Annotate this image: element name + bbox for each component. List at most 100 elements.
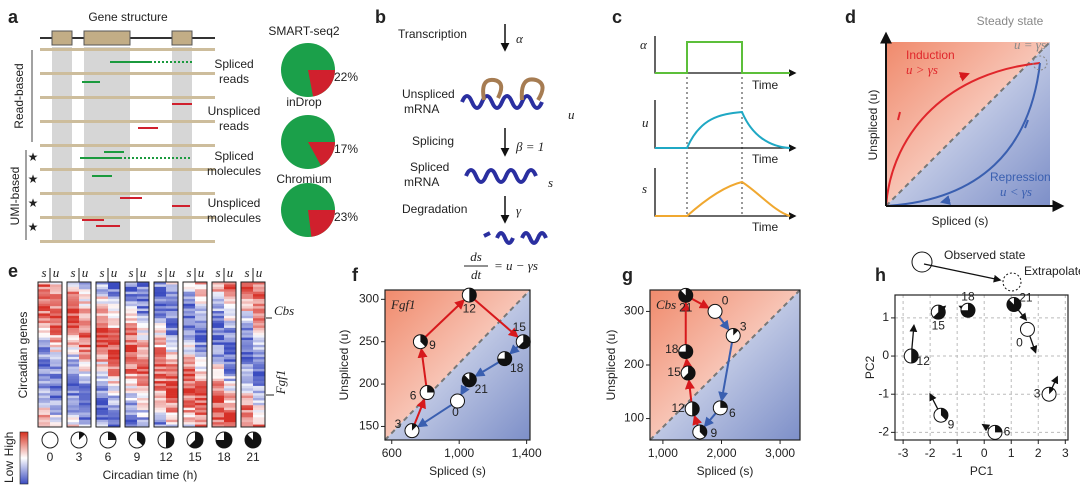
heatmap-cell <box>241 323 254 326</box>
heatmap-cell <box>154 395 167 399</box>
point-label: 0 <box>1016 336 1023 350</box>
heatmap-cell <box>96 342 109 346</box>
heatmap-cell <box>137 311 150 314</box>
heatmap-cell <box>241 340 254 343</box>
heatmap-cell <box>154 422 167 425</box>
heatmap-cell <box>137 412 150 416</box>
heatmap-cell <box>253 376 266 379</box>
heatmap-cell <box>195 383 208 387</box>
heatmap-cell <box>253 402 266 406</box>
heatmap-cell <box>183 308 196 312</box>
heatmap-cell <box>108 366 121 370</box>
column-header: u <box>140 265 147 280</box>
heatmap-cell <box>38 289 51 292</box>
heatmap-cell <box>154 294 167 297</box>
heatmap-cell <box>67 359 80 363</box>
heatmap-cell <box>137 286 150 290</box>
heatmap-cell <box>166 323 179 326</box>
heatmap-cell <box>96 354 109 358</box>
point-label: 12 <box>463 301 477 315</box>
heatmap-cell <box>195 298 208 302</box>
heatmap-cell <box>38 332 51 336</box>
steady-state-line <box>885 41 1051 207</box>
heatmap-cell <box>166 344 179 348</box>
x-tick-label: 0 <box>981 446 988 460</box>
repression-label: Repression <box>990 170 1051 184</box>
heatmap-cell <box>212 303 225 307</box>
heatmap-cell <box>224 361 237 365</box>
heatmap-cell <box>125 369 138 372</box>
heatmap-cell <box>67 318 80 321</box>
state-marker-fill <box>497 351 512 366</box>
pie-wedge <box>308 142 335 166</box>
exon <box>171 30 193 46</box>
heatmap-cell <box>212 405 225 408</box>
heatmap-cell <box>38 354 51 358</box>
heatmap-cell <box>154 303 167 307</box>
heatmap-cell <box>195 356 208 360</box>
heatmap-cell <box>125 291 138 295</box>
heatmap-cell <box>154 352 167 355</box>
heatmap-cell <box>166 289 179 292</box>
heatmap-cell <box>183 402 196 406</box>
column-header: u <box>169 265 176 280</box>
heatmap-cell <box>195 323 208 326</box>
point-label: 18 <box>961 289 975 303</box>
heatmap-cell <box>79 361 92 365</box>
heatmap-cell <box>125 395 138 399</box>
heatmap-cell <box>166 298 179 302</box>
heatmap-cell <box>195 417 208 421</box>
heatmap-cell <box>67 361 80 365</box>
heatmap-cell <box>183 354 196 358</box>
heatmap-cell <box>38 378 51 382</box>
heatmap-cell <box>224 335 237 338</box>
heatmap-cell <box>67 327 80 331</box>
heatmap-cell <box>50 335 63 338</box>
y-label: s <box>642 181 647 196</box>
heatmap-cell <box>154 388 167 392</box>
heatmap-cell <box>183 393 196 396</box>
heatmap-cell <box>67 342 80 346</box>
heatmap-cell <box>241 313 254 317</box>
heatmap-cell <box>79 308 92 312</box>
heatmap-cell <box>79 294 92 297</box>
heatmap-cell <box>38 359 51 363</box>
heatmap-cell <box>224 318 237 321</box>
heatmap-cell <box>154 313 167 317</box>
gene-structure-title: Gene structure <box>88 10 168 24</box>
trajectory-segment <box>417 404 453 428</box>
steady-state-point <box>1032 55 1048 71</box>
heatmap-cell <box>67 378 80 382</box>
heatmap-cell <box>166 342 179 346</box>
heatmap-cell <box>79 347 92 350</box>
heatmap-cell <box>125 424 138 428</box>
heatmap-cell <box>241 306 254 309</box>
heatmap-cell <box>79 402 92 406</box>
heatmap-cell <box>79 393 92 396</box>
heatmap-cell <box>195 369 208 372</box>
heatmap-cell <box>166 291 179 295</box>
heatmap-cell <box>38 327 51 331</box>
heatmap-cell <box>108 323 121 326</box>
heatmap-cell <box>224 356 237 360</box>
heatmap-cell <box>96 352 109 355</box>
clock-fill <box>137 432 146 446</box>
heatmap-cell <box>241 410 254 413</box>
heatmap-cell <box>212 284 225 288</box>
panel-d: Steady state u = γs Induction u > γs Rep… <box>866 14 1065 228</box>
heatmap-cell <box>154 366 167 370</box>
heatmap-cell <box>166 383 179 387</box>
heatmap-cell <box>253 286 266 290</box>
heatmap-cell <box>50 369 63 372</box>
heatmap-cell <box>224 313 237 317</box>
heatmap-cell <box>79 340 92 343</box>
heatmap-cell <box>154 282 167 285</box>
heatmap-cell <box>253 371 266 375</box>
heatmap-cell <box>212 383 225 387</box>
heatmap-cell <box>154 337 167 341</box>
heatmap-cell <box>137 369 150 372</box>
heatmap-cell <box>166 296 179 300</box>
heatmap-cell <box>253 337 266 341</box>
heatmap-cell <box>183 373 196 377</box>
heatmap-cell <box>108 381 121 384</box>
